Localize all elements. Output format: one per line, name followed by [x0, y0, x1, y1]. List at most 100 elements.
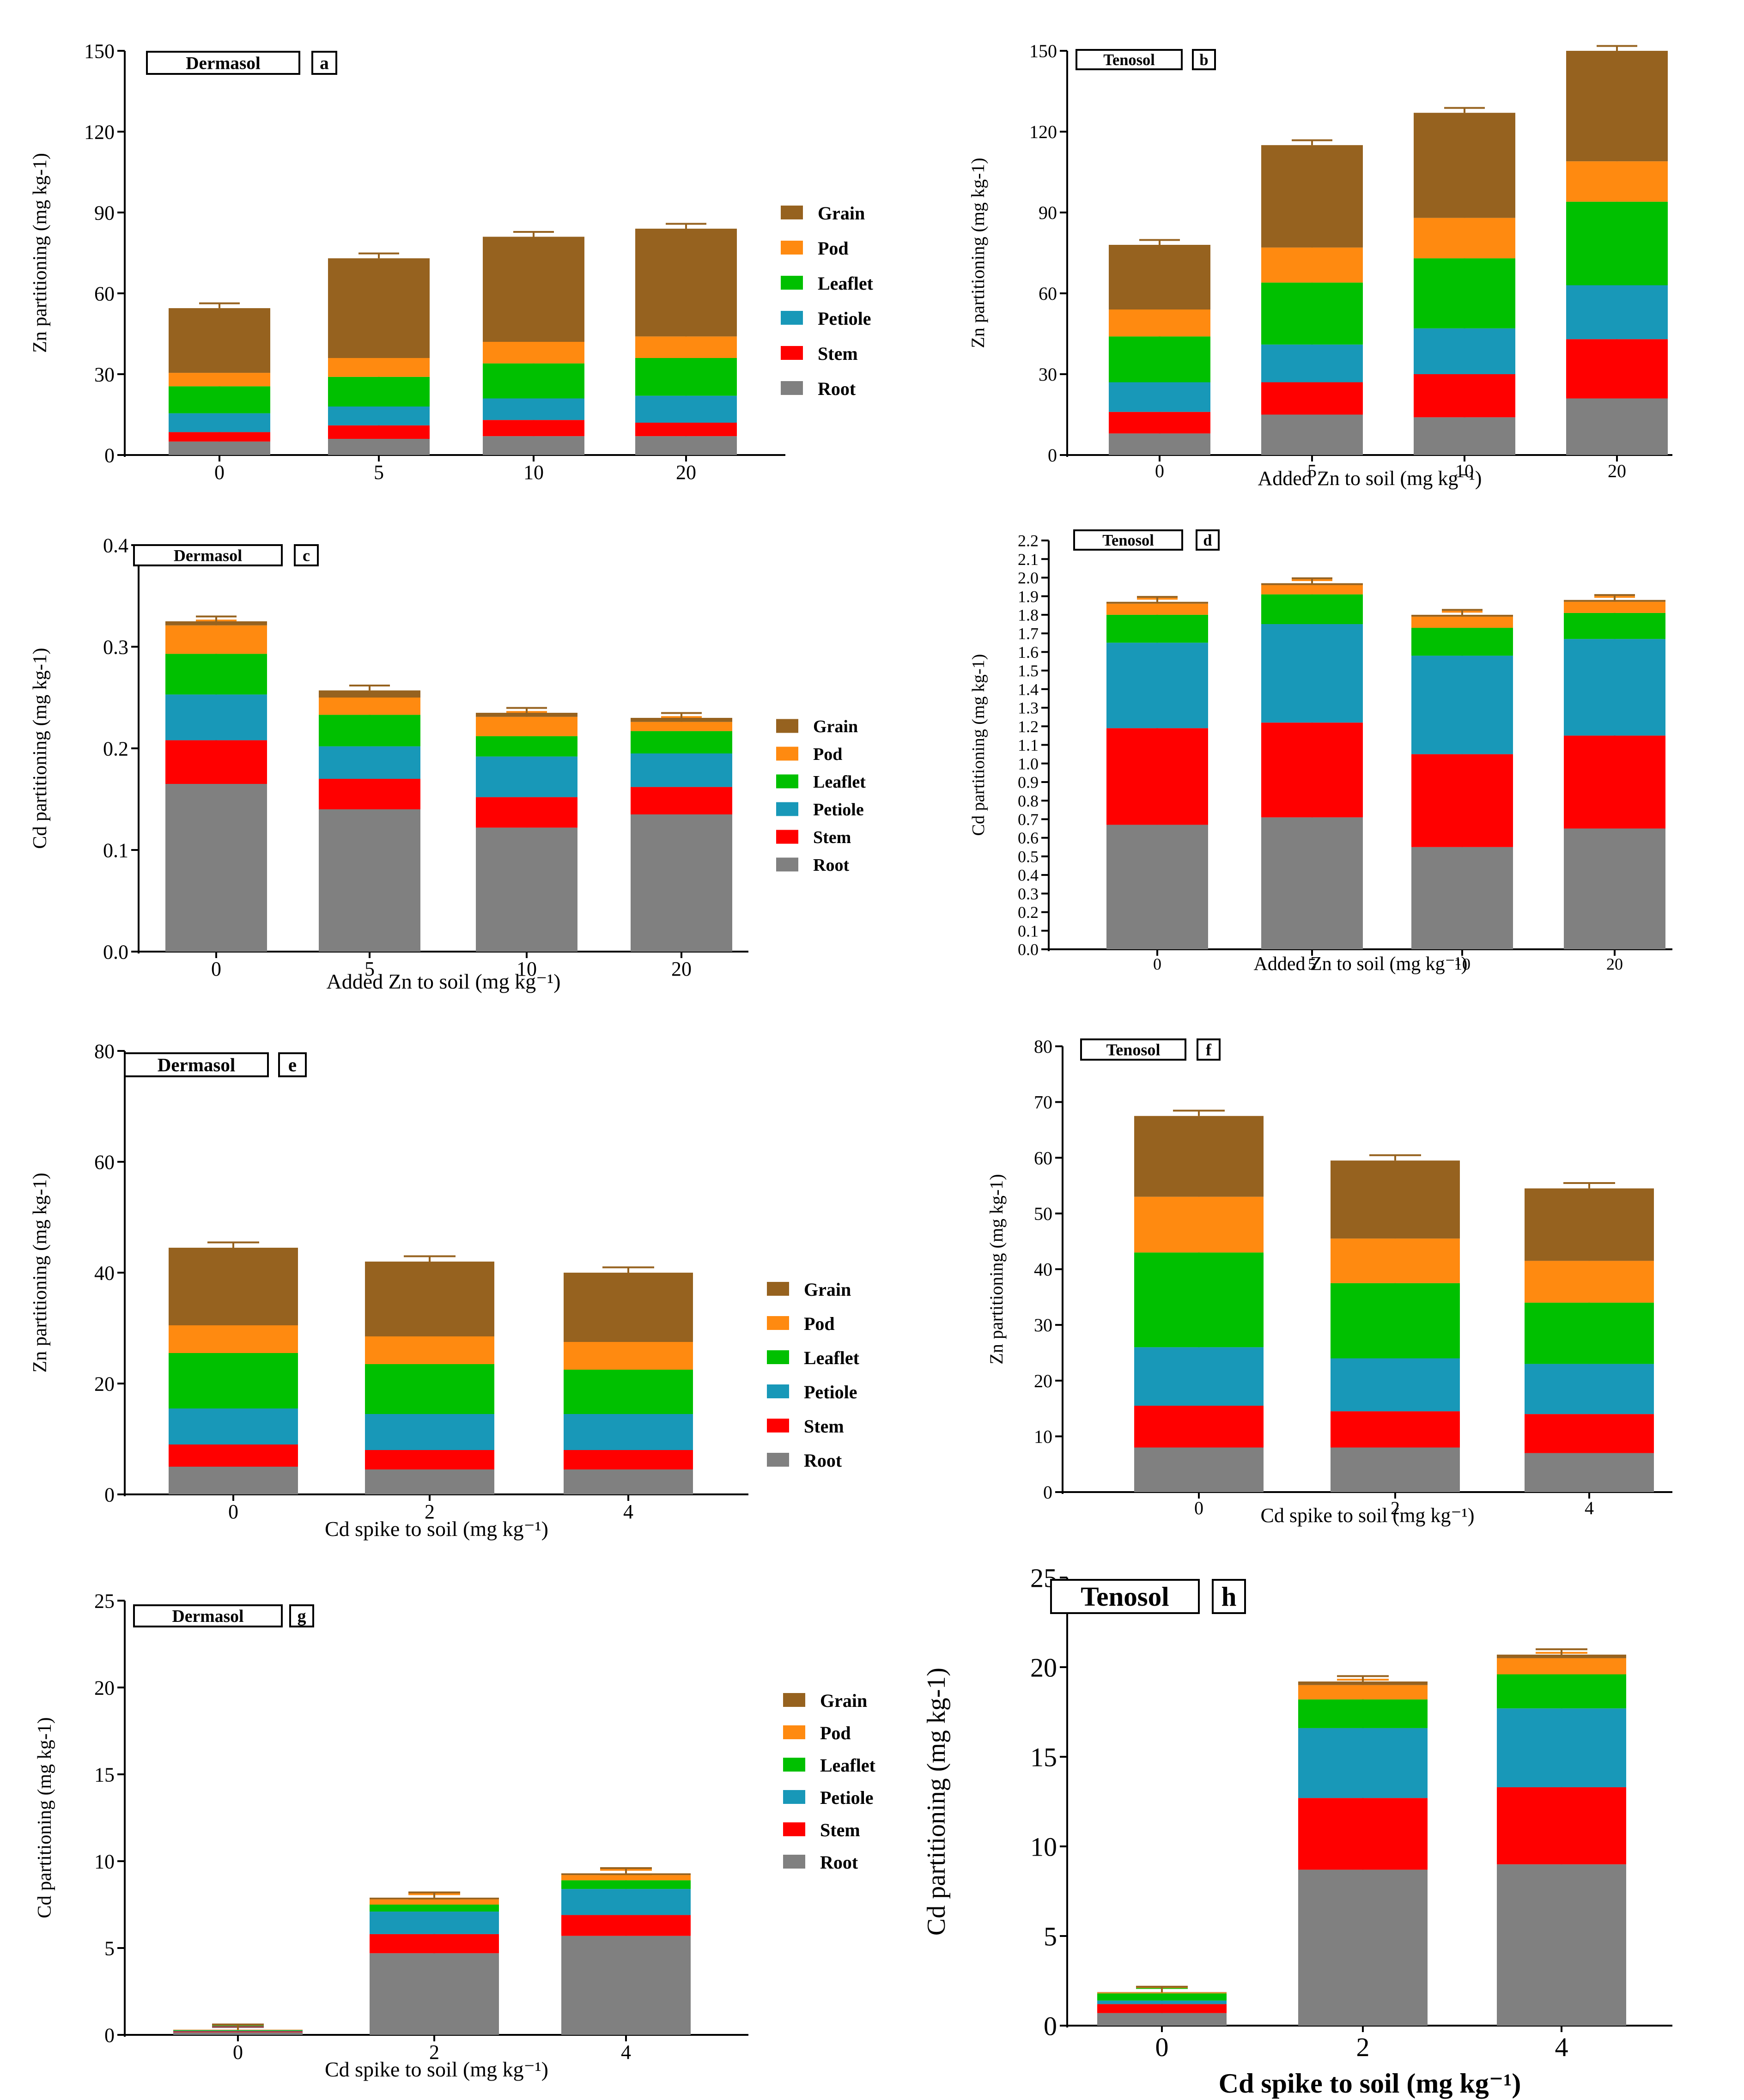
y-tick-label: 20: [1034, 1371, 1052, 1391]
y-tick-label: 1.5: [1018, 662, 1039, 680]
bar-segment-leaflet: [1134, 1252, 1264, 1347]
bar-segment-leaflet: [173, 2030, 303, 2031]
bar-segment-stem: [635, 423, 737, 437]
x-axis-label: Added Zn to soil (mg kg⁻¹): [327, 970, 561, 993]
bar-segment-petiole: [169, 1408, 298, 1445]
x-tick-label: 0: [233, 2041, 243, 2064]
y-tick-label: 60: [94, 282, 115, 305]
x-tick-label: 10: [1454, 955, 1471, 973]
y-tick-label: 0.3: [1018, 885, 1039, 903]
bar-segment-root: [165, 784, 267, 952]
legend-swatch-grain: [767, 1282, 789, 1296]
bar-segment-petiole: [1414, 328, 1515, 374]
bar-segment-petiole: [483, 398, 584, 420]
bar-segment-petiole: [1106, 643, 1208, 728]
bar-segment-grain: [1331, 1160, 1460, 1239]
bar-segment-petiole: [1134, 1347, 1264, 1406]
panel-tag: c: [303, 546, 310, 564]
bar-segment-petiole: [1298, 1728, 1428, 1798]
legend-swatch-leaflet: [767, 1350, 789, 1364]
chart-panel-f: 0 10 20 30 40 50 60 70 80 0 2 4 Tenosol f Zn partition…: [986, 1036, 1672, 1527]
bar-segment-grain: [165, 621, 267, 625]
bar-segment-petiole: [1109, 382, 1210, 412]
bar-segment-root: [1525, 1453, 1654, 1492]
x-axis-label: Cd spike to soil (mg kg⁻¹): [325, 2058, 548, 2081]
bar-segment-leaflet: [370, 1905, 499, 1912]
y-tick-label: 1.2: [1018, 717, 1039, 736]
y-tick-label: 90: [94, 201, 115, 224]
bar-segment-pod: [1097, 1992, 1227, 1994]
legend-swatch-petiole: [781, 311, 803, 325]
bar-segment-leaflet: [1298, 1699, 1428, 1728]
bar-segment-root: [1414, 417, 1515, 455]
y-tick-label: 0.0: [1018, 941, 1039, 959]
bar-segment-petiole: [631, 753, 732, 787]
y-tick-label: 0.7: [1018, 810, 1039, 829]
panel-tag: f: [1206, 1040, 1212, 1059]
legend-swatch-grain: [776, 719, 798, 733]
bar-segment-root: [328, 439, 430, 455]
bar-segment-root: [1106, 825, 1208, 949]
legend-swatch-pod: [781, 241, 803, 255]
x-tick-label: 0: [1155, 461, 1164, 481]
x-tick-label: 4: [1555, 2032, 1568, 2062]
bar-segment-grain: [1414, 113, 1515, 218]
y-axis-label: Zn partitioning (mg kg-1): [30, 153, 51, 353]
y-tick-label: 15: [94, 1763, 115, 1786]
bar-segment-grain: [1566, 51, 1668, 162]
bar-segment-pod: [476, 716, 577, 736]
x-axis-label: Cd spike to soil (mg kg⁻¹): [1261, 1504, 1475, 1527]
bar-segment-petiole: [1564, 639, 1665, 736]
chart-panel-e: 0 20 40 60 80 0 2 4 Dermasol e Zn partitioning (mg…: [30, 1040, 860, 1541]
panel-tag-box: [1192, 49, 1216, 70]
y-axis-label: Zn partitioning (mg kg-1): [967, 158, 988, 348]
bar-segment-root: [319, 809, 420, 952]
bar-segment-grain: [169, 308, 270, 373]
bar-segment-stem: [169, 432, 270, 442]
bar-segment-stem: [169, 1445, 298, 1467]
y-axis-label: Zn partitioning (mg kg-1): [30, 1173, 51, 1373]
bar-segment-root: [365, 1469, 494, 1494]
bar-segment-pod: [169, 373, 270, 387]
y-tick-label: 25: [94, 1590, 115, 1612]
bar-segment-grain: [1261, 145, 1363, 248]
bar-segment-pod: [165, 625, 267, 654]
bar-segment-grain: [169, 1248, 298, 1325]
y-tick-label: 0: [104, 444, 115, 467]
bar-segment-leaflet: [165, 654, 267, 695]
soil-label: Tenosol: [1081, 1581, 1169, 1612]
legend-label-grain: Grain: [818, 203, 865, 224]
panel-tag-box: [294, 544, 319, 566]
panel-tag-box: [278, 1052, 307, 1077]
y-tick-label: 30: [94, 363, 115, 386]
bar-segment-leaflet: [1497, 1674, 1626, 1709]
x-tick-label: 4: [621, 2041, 631, 2064]
bar-segment-leaflet: [1261, 594, 1363, 625]
bar-segment-petiole: [169, 413, 270, 432]
bar-segment-stem: [1411, 754, 1513, 847]
bar-segment-root: [1134, 1447, 1264, 1492]
bar-segment-stem: [328, 425, 430, 439]
x-tick-label: 5: [374, 461, 384, 484]
y-tick-label: 2.1: [1018, 550, 1039, 569]
y-tick-label: 0.2: [103, 737, 128, 760]
bar-segment-stem: [1566, 339, 1668, 399]
bar-segment-petiole: [561, 1889, 691, 1915]
y-axis-label: Zn partitioning (mg kg-1): [986, 1174, 1007, 1364]
x-tick-label: 4: [623, 1500, 633, 1523]
soil-label-box: [124, 1052, 269, 1077]
chart-panel-a: 0 30 60 90 120 150 0 5 10 20 Dermasol a Zn partition…: [30, 40, 874, 484]
bar-segment-root: [1261, 817, 1363, 949]
y-tick-label: 1.4: [1018, 680, 1039, 698]
y-tick-label: 150: [84, 40, 115, 62]
bar-segment-stem: [1414, 374, 1515, 418]
bar-segment-grain: [1106, 601, 1208, 604]
panel-tag-box: [1197, 1038, 1221, 1061]
legend-swatch-root: [767, 1453, 789, 1467]
panel-tag: e: [288, 1054, 297, 1075]
bar-segment-leaflet: [564, 1370, 693, 1414]
soil-label-box: [146, 51, 300, 75]
bar-segment-petiole: [1411, 655, 1513, 754]
